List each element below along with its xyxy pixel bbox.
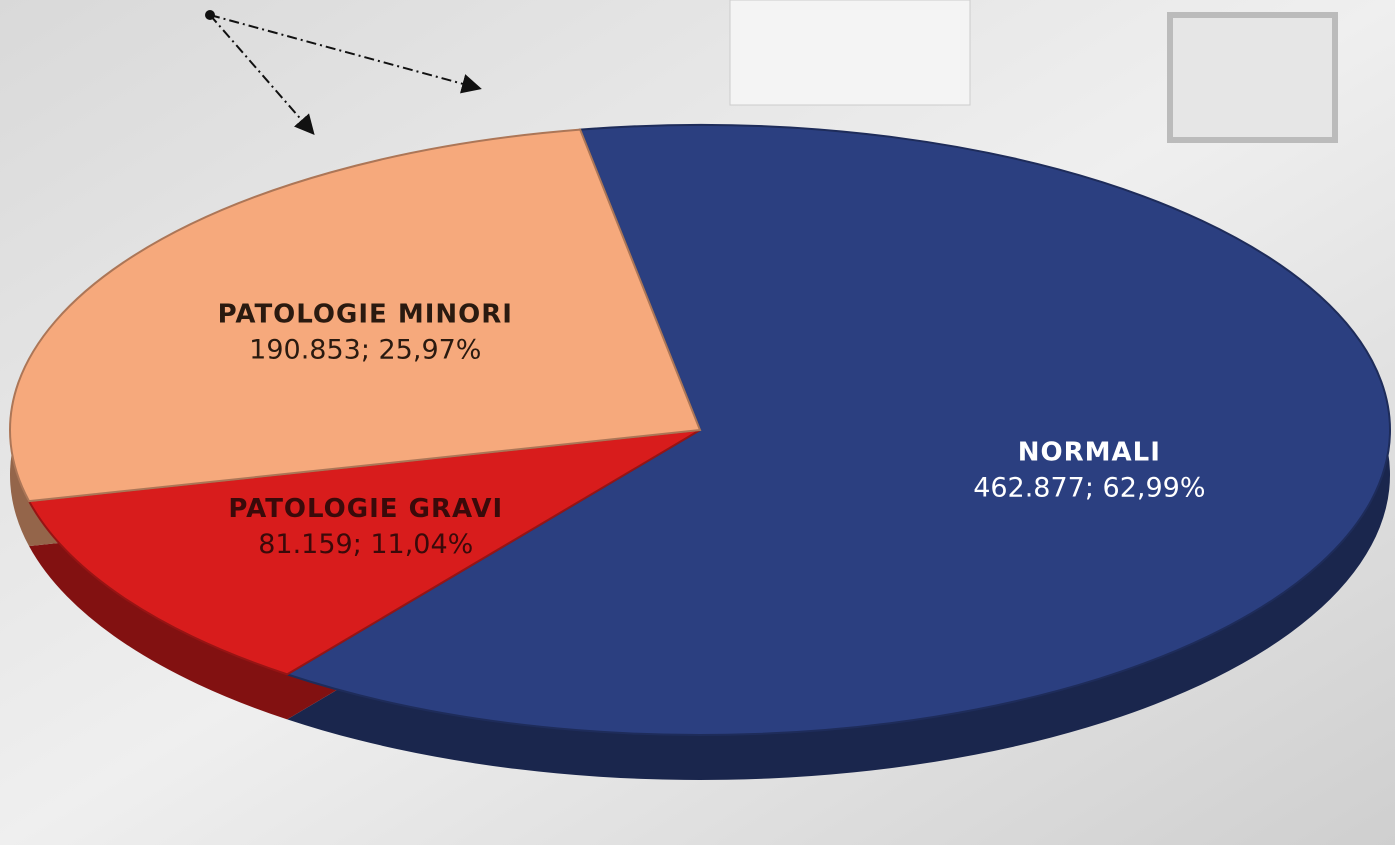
decorative-dot — [205, 10, 215, 20]
slice-label: NORMALI — [1018, 437, 1161, 467]
slice-label: PATOLOGIE GRAVI — [228, 494, 503, 524]
background-monitor — [1170, 15, 1335, 140]
chart: NORMALI 462.877; 62,99% PATOLOGIE GRAVI 81.… — [0, 0, 1395, 845]
slice-label: PATOLOGIE MINORI — [218, 299, 513, 329]
slice-value-label: 81.159; 11,04% — [258, 529, 473, 560]
background-paper — [730, 0, 970, 105]
slice-value-label: 190.853; 25,97% — [249, 334, 481, 365]
pie: NORMALI 462.877; 62,99% PATOLOGIE GRAVI 81.… — [10, 125, 1390, 780]
slice-value-label: 462.877; 62,99% — [973, 472, 1205, 503]
